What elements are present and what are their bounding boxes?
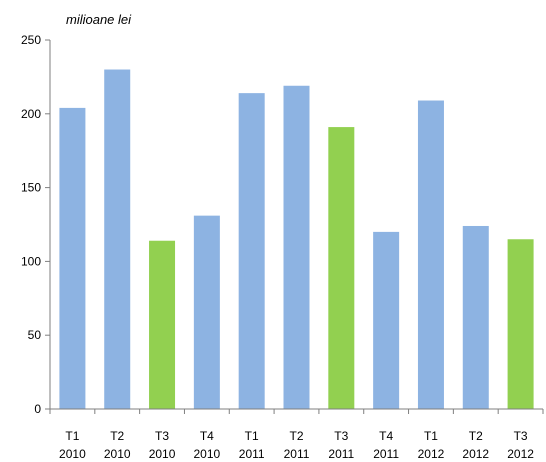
x-tick-label: T4 xyxy=(379,429,393,443)
bars xyxy=(59,69,534,410)
y-tick-label: 100 xyxy=(21,254,41,268)
x-tick-label: 2012 xyxy=(462,447,489,461)
x-tick-label: 2011 xyxy=(373,447,399,461)
x-tick-label: T2 xyxy=(469,429,483,443)
bar xyxy=(59,107,86,410)
x-tick-label: T1 xyxy=(424,429,438,443)
x-tick-label: 2011 xyxy=(239,447,265,461)
bar xyxy=(507,239,534,409)
y-tick-label: 200 xyxy=(21,107,41,121)
x-tick-label: T1 xyxy=(65,429,79,443)
bar xyxy=(149,240,176,409)
x-tick-label: 2011 xyxy=(284,447,310,461)
bar xyxy=(283,85,310,410)
bar xyxy=(238,93,265,410)
bar xyxy=(373,231,400,409)
y-tick-label: 250 xyxy=(21,33,41,47)
x-tick-label: 2010 xyxy=(104,447,131,461)
x-tick-label: 2010 xyxy=(149,447,176,461)
x-tick-label: T3 xyxy=(514,429,528,443)
bar xyxy=(193,215,220,409)
x-tick-label: T4 xyxy=(200,429,214,443)
bar xyxy=(104,69,131,410)
x-tick-label: 2012 xyxy=(418,447,445,461)
x-tick-label: T2 xyxy=(289,429,303,443)
bar xyxy=(462,225,489,409)
x-tick-label: 2010 xyxy=(59,447,86,461)
x-tick-label: 2010 xyxy=(194,447,221,461)
bar xyxy=(328,127,355,410)
x-tick-label: T3 xyxy=(334,429,348,443)
y-axis-label: milioane lei xyxy=(66,12,132,27)
y-axis: 0 50 100 150 200 250 xyxy=(21,33,51,416)
x-tick-label: T3 xyxy=(155,429,169,443)
x-tick-label: T1 xyxy=(245,429,259,443)
y-tick-label: 150 xyxy=(21,181,41,195)
x-tick-label: 2011 xyxy=(328,447,354,461)
x-axis: T1 2010 T2 2010 T3 2010 T4 2010 T1 2011 T2 2011 T3 20… xyxy=(49,408,544,461)
x-tick-label: T2 xyxy=(110,429,124,443)
bar xyxy=(417,100,444,410)
x-tick-label: 2012 xyxy=(507,447,534,461)
y-tick-label: 0 xyxy=(34,402,41,416)
y-tick-label: 50 xyxy=(28,328,42,342)
